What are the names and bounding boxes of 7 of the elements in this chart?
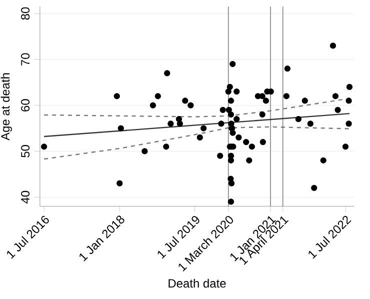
y-tick-label: 50 (21, 144, 30, 158)
x-axis-title: Death date (168, 278, 226, 288)
y-tick-label: 60 (21, 98, 30, 112)
y-axis-title: Age at death (0, 73, 12, 140)
y-tick-label: 80 (21, 7, 30, 20)
y-tick-label: 40 (21, 190, 30, 204)
y-tick-label: 70 (21, 53, 30, 66)
